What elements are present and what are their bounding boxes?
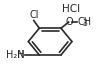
- Text: O: O: [65, 17, 73, 27]
- Text: 3: 3: [82, 19, 87, 28]
- Text: CH: CH: [77, 17, 91, 27]
- Text: Cl: Cl: [29, 10, 39, 20]
- Text: H₂N: H₂N: [6, 50, 25, 60]
- Text: HCl: HCl: [62, 4, 80, 14]
- Text: H: H: [17, 50, 25, 60]
